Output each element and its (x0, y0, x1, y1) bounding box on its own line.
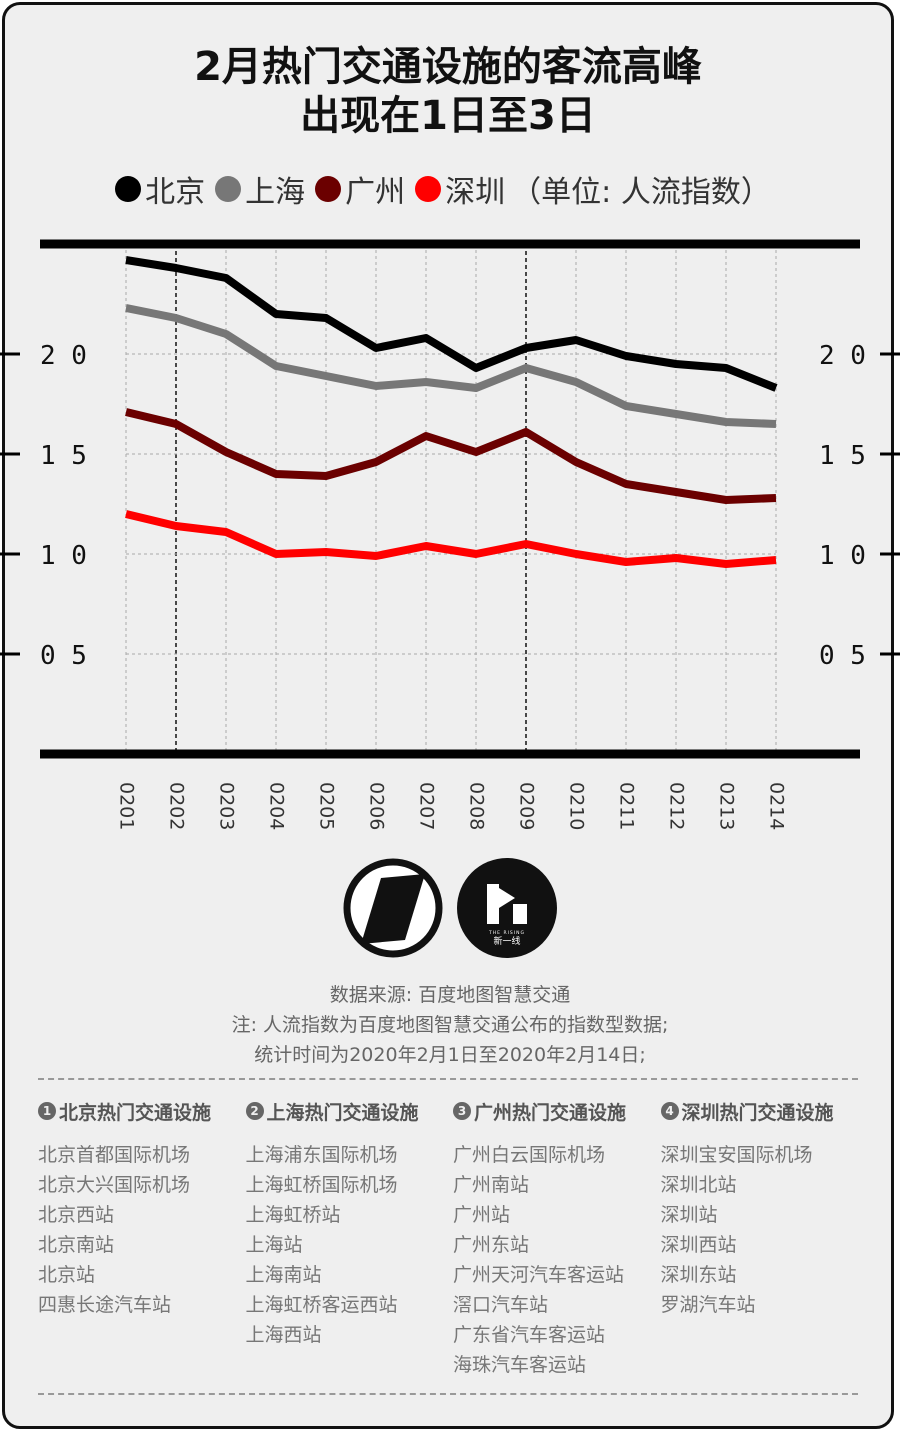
list-item: 广州南站 (453, 1174, 530, 1196)
legend-item-shenzhen: 深圳 （单位: 人流指数） (415, 167, 771, 211)
column-heading: 2 上海热门交通设施 (245, 1096, 454, 1126)
x-tick-label: 0204 (266, 782, 288, 830)
list-item: 上海虹桥客运西站 (245, 1294, 398, 1316)
list-item: 广州白云国际机场 (453, 1144, 606, 1166)
x-tick-label: 0207 (416, 782, 438, 830)
column-heading: 3 广州热门交通设施 (453, 1096, 661, 1126)
facility-column-shenzhen: 4 深圳热门交通设施 深圳宝安国际机场 深圳北站 深圳站 深圳西站 深圳东站 罗… (660, 1096, 869, 1380)
list-item: 北京西站 (38, 1204, 115, 1226)
legend-dot-shenzhen (415, 176, 442, 202)
column-title: 广州热门交通设施 (474, 1101, 627, 1124)
publisher-logo-2: THE RISING 新一线 (457, 858, 557, 958)
list-item: 广州站 (453, 1204, 511, 1226)
number-badge: 3 (453, 1102, 471, 1120)
y-tick-label-right: 1 0 (819, 541, 866, 571)
chart-title-line-2: 出现在1日至3日 (300, 93, 596, 139)
series-line-2 (125, 304, 777, 428)
x-tick-label: 0203 (216, 782, 238, 830)
list-item: 深圳宝安国际机场 (660, 1144, 813, 1166)
number-badge: 1 (38, 1102, 56, 1120)
list-item: 北京站 (38, 1264, 96, 1286)
divider-top (38, 1078, 858, 1080)
list-item: 广州天河汽车客运站 (453, 1264, 625, 1286)
publisher-logo-1 (343, 858, 443, 958)
facility-column-guangzhou: 3 广州热门交通设施 广州白云国际机场 广州南站 广州站 广州东站 广州天河汽车… (453, 1096, 661, 1380)
list-item: 上海浦东国际机场 (245, 1144, 398, 1166)
facility-columns: 1 北京热门交通设施 北京首都国际机场 北京大兴国际机场 北京西站 北京南站 北… (38, 1096, 868, 1380)
logo-small-text: THE RISING (488, 930, 525, 936)
y-tick-label-left: 0 5 (40, 641, 87, 671)
y-tick-label-right: 0 5 (819, 641, 866, 671)
chart-legend: 北京 上海 广州 深圳 （单位: 人流指数） (5, 167, 891, 211)
chart-title-line-1: 2月热门交通设施的客流高峰 (194, 44, 702, 90)
y-tick-label-left: 1 5 (40, 441, 87, 471)
x-tick-label: 0205 (316, 782, 338, 830)
note-line-2: 统计时间为2020年2月1日至2020年2月14日; (254, 1044, 646, 1066)
list-item: 罗湖汽车站 (660, 1294, 756, 1316)
list-item: 上海站 (245, 1234, 303, 1256)
facility-column-beijing: 1 北京热门交通设施 北京首都国际机场 北京大兴国际机场 北京西站 北京南站 北… (38, 1096, 246, 1380)
y-tick-label-right: 1 5 (819, 441, 866, 471)
source-line: 数据来源: 百度地图智慧交通 (329, 984, 571, 1006)
legend-label-shenzhen: 深圳 (445, 175, 506, 210)
list-item: 北京首都国际机场 (38, 1144, 191, 1166)
column-title: 上海热门交通设施 (266, 1101, 419, 1124)
legend-item-beijing: 北京 (115, 167, 205, 211)
x-tick-label: 0208 (466, 782, 488, 830)
list-item: 北京大兴国际机场 (38, 1174, 191, 1196)
list-item: 上海西站 (245, 1324, 322, 1346)
x-tick-label: 0213 (716, 782, 738, 830)
list-item: 广东省汽车客运站 (453, 1324, 606, 1346)
list-item: 深圳北站 (660, 1174, 737, 1196)
list-item: 上海南站 (245, 1264, 322, 1286)
list-item: 深圳东站 (660, 1264, 737, 1286)
x-tick-label: 0201 (116, 782, 138, 830)
list-item: 滘口汽车站 (453, 1294, 549, 1316)
legend-dot-shanghai (215, 176, 242, 202)
list-item: 上海虹桥国际机场 (245, 1174, 398, 1196)
legend-dot-beijing (115, 176, 142, 202)
legend-label-guangzhou: 广州 (345, 175, 406, 210)
x-tick-label: 0202 (166, 782, 188, 830)
y-tick-label-left: 1 0 (40, 541, 87, 571)
series-line-1 (125, 256, 778, 392)
list-item: 上海虹桥站 (245, 1204, 341, 1226)
list-item: 海珠汽车客运站 (453, 1354, 587, 1376)
x-tick-label: 0211 (616, 782, 638, 830)
x-tick-label: 0212 (666, 782, 688, 830)
legend-dot-guangzhou (315, 176, 342, 202)
y-tick-label-left: 2 0 (40, 341, 87, 371)
list-item: 广州东站 (453, 1234, 530, 1256)
list-item: 深圳西站 (660, 1234, 737, 1256)
list-item: 深圳站 (660, 1204, 718, 1226)
x-tick-label: 0209 (516, 782, 538, 830)
note-line-1: 注: 人流指数为百度地图智慧交通公布的指数型数据; (231, 1014, 669, 1036)
x-tick-label: 0214 (766, 782, 788, 830)
number-badge: 4 (660, 1102, 679, 1120)
y-tick-label-right: 2 0 (819, 341, 866, 371)
logo-group: THE RISING 新一线 (0, 858, 900, 958)
legend-unit-note: （单位: 人流指数） (511, 175, 771, 210)
column-heading: 4 深圳热门交通设施 (660, 1096, 869, 1126)
facility-column-shanghai: 2 上海热门交通设施 上海浦东国际机场 上海虹桥国际机场 上海虹桥站 上海站 上… (245, 1096, 454, 1380)
logo-text: 新一线 (493, 935, 520, 947)
legend-item-guangzhou: 广州 (315, 167, 405, 211)
line-chart: 2 0 2 0 1 5 1 5 1 0 1 0 0 5 0 5 0201 0202 0203 0204… (0, 239, 900, 830)
number-badge: 2 (245, 1102, 264, 1120)
series-line-4 (125, 510, 777, 568)
column-title: 北京热门交通设施 (59, 1101, 212, 1124)
column-heading: 1 北京热门交通设施 (38, 1096, 246, 1126)
divider-bottom (38, 1393, 858, 1395)
legend-item-shanghai: 上海 (215, 167, 305, 211)
x-tick-label: 0206 (366, 782, 388, 830)
column-title: 深圳热门交通设施 (681, 1101, 834, 1124)
source-notes: 数据来源: 百度地图智慧交通 注: 人流指数为百度地图智慧交通公布的指数型数据;… (0, 980, 900, 1070)
x-tick-label: 0210 (566, 782, 588, 830)
list-item: 北京南站 (38, 1234, 115, 1256)
series-line-3 (125, 408, 777, 504)
list-item: 四惠长途汽车站 (38, 1294, 172, 1316)
legend-label-shanghai: 上海 (245, 175, 306, 210)
legend-label-beijing: 北京 (145, 175, 206, 210)
